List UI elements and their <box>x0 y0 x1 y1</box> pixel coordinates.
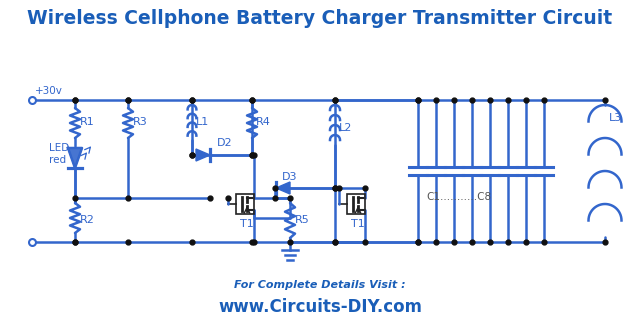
Text: R2: R2 <box>80 215 95 225</box>
Text: L1: L1 <box>196 117 209 127</box>
Text: For Complete Details Visit :: For Complete Details Visit : <box>234 280 406 290</box>
Text: C1...........C8: C1...........C8 <box>426 192 491 202</box>
Polygon shape <box>276 182 290 194</box>
Text: R1: R1 <box>80 117 95 127</box>
Text: T1: T1 <box>240 219 253 229</box>
Polygon shape <box>196 149 210 161</box>
Text: www.Circuits-DIY.com: www.Circuits-DIY.com <box>218 298 422 316</box>
Bar <box>236 194 254 214</box>
Text: Wireless Cellphone Battery Charger Transmitter Circuit: Wireless Cellphone Battery Charger Trans… <box>28 9 612 27</box>
Text: D2: D2 <box>217 138 232 148</box>
Text: red: red <box>49 155 66 165</box>
Text: D3: D3 <box>282 172 298 182</box>
Text: +30v: +30v <box>35 86 63 96</box>
Text: R4: R4 <box>256 117 271 127</box>
Text: R3: R3 <box>133 117 148 127</box>
Text: LED: LED <box>49 143 69 153</box>
Text: R5: R5 <box>295 215 310 225</box>
Bar <box>347 194 365 214</box>
Text: T1: T1 <box>351 219 365 229</box>
Polygon shape <box>68 148 82 168</box>
Text: L3: L3 <box>609 113 622 123</box>
Text: L2: L2 <box>339 123 353 133</box>
